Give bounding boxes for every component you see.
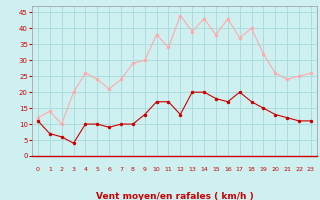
X-axis label: Vent moyen/en rafales ( km/h ): Vent moyen/en rafales ( km/h ) — [96, 192, 253, 200]
